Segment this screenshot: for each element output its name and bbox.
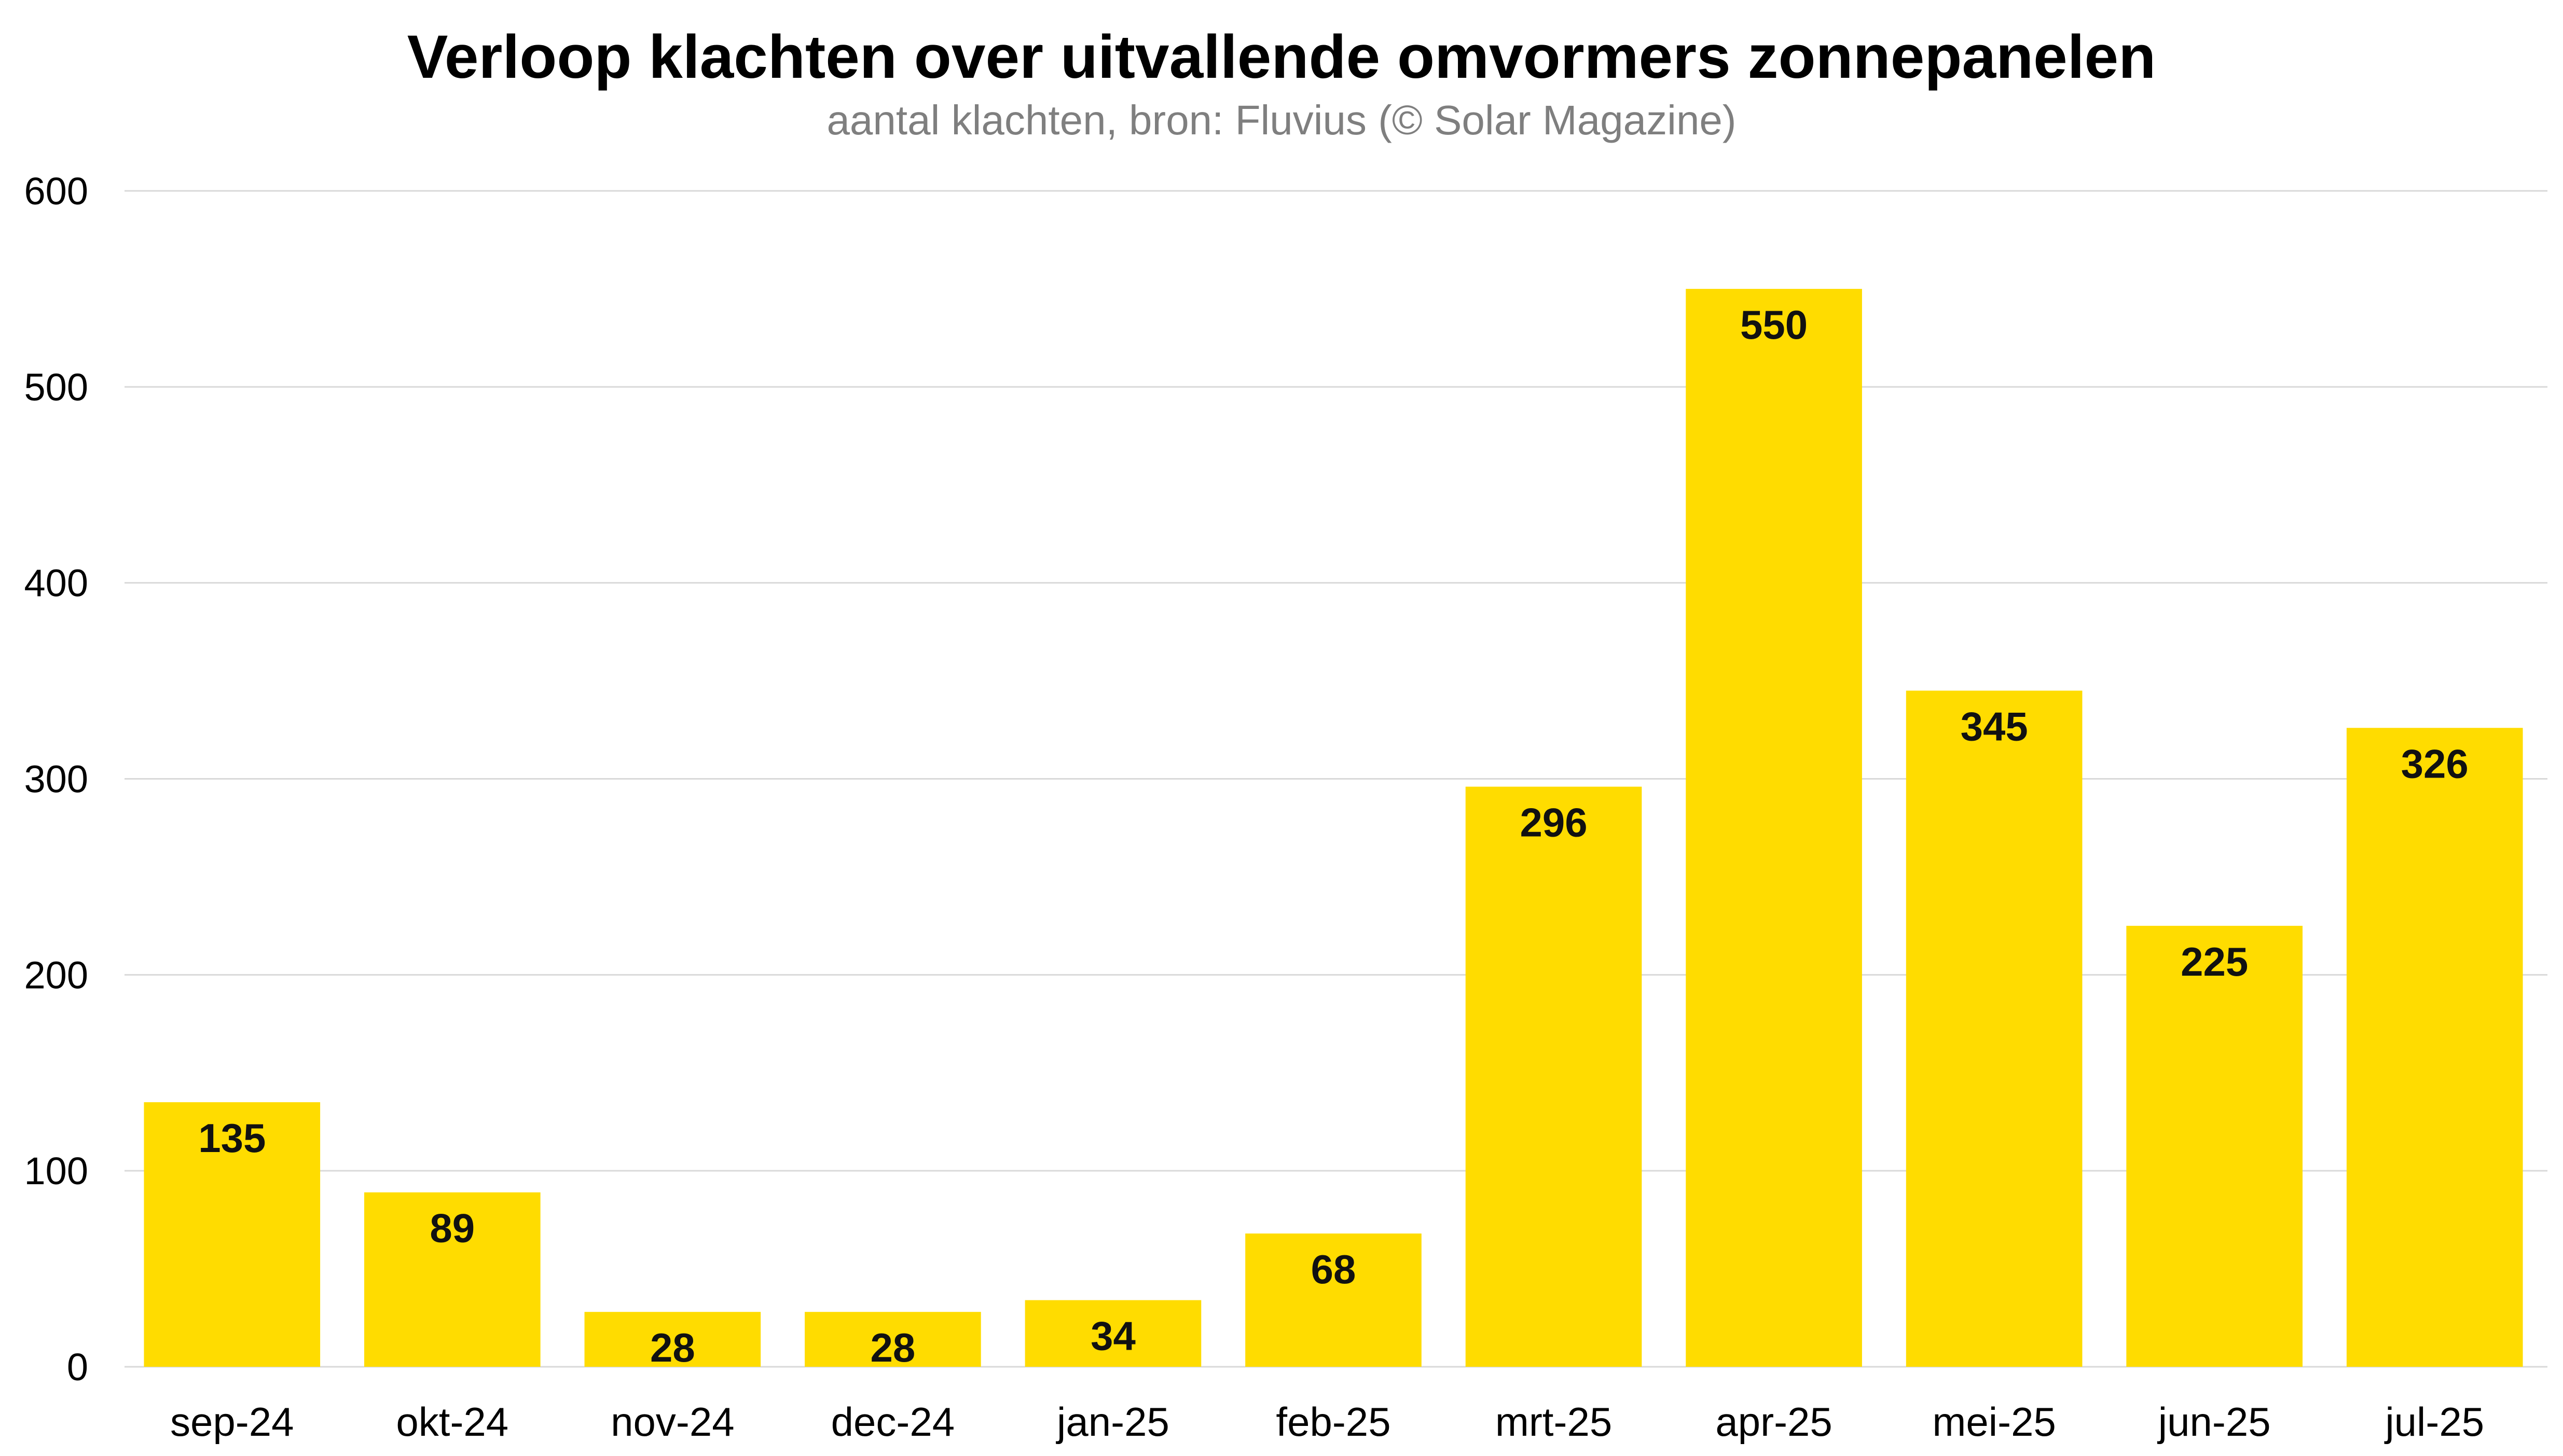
- x-tick-label-sep-24: sep-24: [170, 1399, 294, 1445]
- data-label-jun-25: 225: [2181, 939, 2248, 984]
- x-tick-label-nov-24: nov-24: [611, 1399, 735, 1445]
- y-axis-ticks: 0 100 200 300 400 500 600: [24, 170, 88, 1389]
- data-label-sep-24: 135: [198, 1115, 266, 1161]
- bars: [144, 288, 2523, 1367]
- data-label-dec-24: 28: [871, 1325, 916, 1370]
- y-tick-label: 400: [24, 562, 88, 605]
- data-label-nov-24: 28: [650, 1325, 695, 1370]
- y-tick-label: 500: [24, 366, 88, 409]
- bar-sep-24: [144, 1102, 321, 1367]
- bar-jan-25: [1025, 1300, 1202, 1367]
- bar-jun-25: [2126, 925, 2303, 1367]
- y-tick-label: 600: [24, 170, 88, 213]
- chart-title: Verloop klachten over uitvallende omvorm…: [407, 23, 2156, 91]
- bar-apr-25: [1686, 288, 1862, 1367]
- x-tick-label-jul-25: jul-25: [2384, 1399, 2484, 1445]
- data-label-feb-25: 68: [1311, 1246, 1356, 1292]
- x-tick-label-mrt-25: mrt-25: [1495, 1399, 1612, 1445]
- y-tick-label: 100: [24, 1149, 88, 1192]
- x-tick-label-okt-24: okt-24: [396, 1399, 508, 1445]
- x-tick-label-jun-25: jun-25: [2157, 1399, 2271, 1445]
- bar-jul-25: [2346, 728, 2523, 1367]
- data-labels: 135 89 28 28 34 68 296 550 345 225 326: [198, 302, 2469, 1370]
- x-tick-label-apr-25: apr-25: [1715, 1399, 1832, 1445]
- bar-mrt-25: [1465, 786, 1642, 1367]
- x-tick-label-feb-25: feb-25: [1276, 1399, 1390, 1445]
- y-tick-label: 300: [24, 758, 88, 801]
- x-tick-label-jan-25: jan-25: [1056, 1399, 1169, 1445]
- data-label-mrt-25: 296: [1520, 800, 1587, 845]
- x-tick-label-mei-25: mei-25: [1932, 1399, 2056, 1445]
- bar-okt-24: [364, 1192, 541, 1367]
- bar-mei-25: [1906, 690, 2083, 1367]
- bar-nov-24: [584, 1312, 761, 1367]
- data-label-jul-25: 326: [2401, 741, 2469, 786]
- y-tick-label: 200: [24, 953, 88, 996]
- data-label-okt-24: 89: [430, 1205, 475, 1251]
- x-tick-label-dec-24: dec-24: [831, 1399, 955, 1445]
- data-label-mei-25: 345: [1961, 703, 2028, 749]
- data-label-jan-25: 34: [1091, 1313, 1136, 1359]
- bar-dec-24: [805, 1312, 981, 1367]
- x-axis-ticks: sep-24 okt-24 nov-24 dec-24 jan-25 feb-25 mrt-…: [170, 1399, 2484, 1445]
- chart-subtitle: aantal klachten, bron: Fluvius (© Solar …: [826, 97, 1737, 143]
- bar-feb-25: [1245, 1233, 1422, 1367]
- data-label-apr-25: 550: [1740, 302, 1808, 348]
- y-tick-label: 0: [67, 1346, 88, 1389]
